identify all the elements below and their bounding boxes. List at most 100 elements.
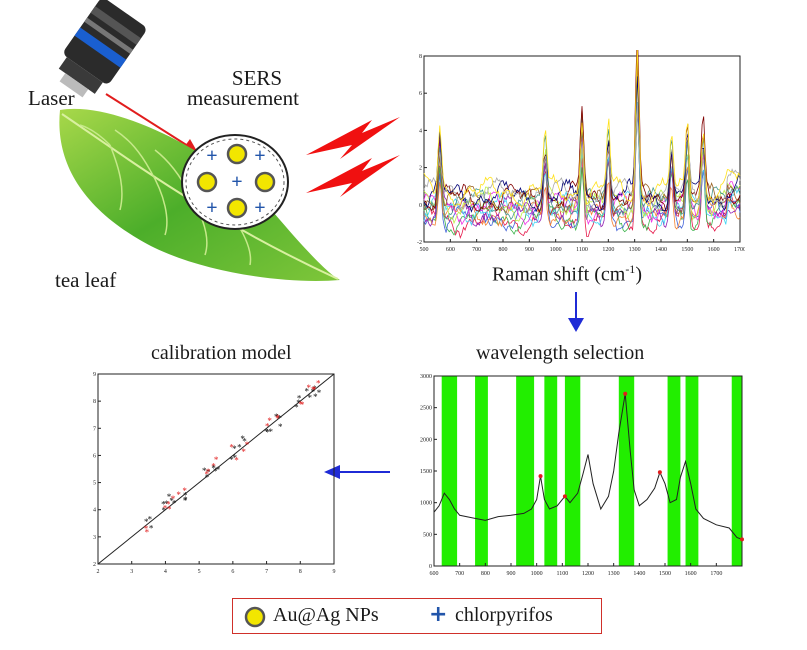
laser-objective-illustration xyxy=(58,0,146,98)
spectrum-series xyxy=(423,50,741,208)
y-tick-label: 2000 xyxy=(420,437,432,443)
y-tick-label: 9 xyxy=(93,372,96,378)
x-tick-label: 1400 xyxy=(655,247,667,253)
y-tick-label: 2500 xyxy=(420,406,432,412)
calibration-point: * xyxy=(144,524,149,534)
x-tick-label: 3 xyxy=(130,569,133,575)
calibration-point: * xyxy=(145,527,150,537)
y-tick-label: 3 xyxy=(93,535,96,541)
calibration-point: * xyxy=(206,467,211,477)
calibration-point: * xyxy=(205,473,210,483)
selected-band xyxy=(475,376,488,566)
y-tick-label: 6 xyxy=(419,91,422,97)
y-tick-label: 3000 xyxy=(420,374,432,380)
calibration-point: * xyxy=(307,383,312,393)
x-tick-label: 4 xyxy=(164,569,167,575)
wavelength-selection-chart: 600 700 800 900 1000 1100 1200 1300 1400 1500 1600… xyxy=(420,374,744,577)
calibration-point: * xyxy=(167,492,172,502)
y-tick-label: 7 xyxy=(93,426,96,432)
selected-band xyxy=(618,376,635,566)
nanoparticle-legend-icon xyxy=(244,606,266,628)
calibration-point: * xyxy=(278,422,283,432)
calibration-point: * xyxy=(183,490,188,500)
y-tick-label: 4 xyxy=(419,128,422,134)
calibration-point: * xyxy=(172,499,177,509)
calibration-point: * xyxy=(211,463,216,473)
y-tick-label: -2 xyxy=(417,240,422,246)
calibration-point: * xyxy=(232,444,237,454)
selected-band xyxy=(441,376,458,566)
y-tick-label: 0 xyxy=(419,203,422,209)
calibration-point: * xyxy=(232,453,237,463)
calibration-point: * xyxy=(216,465,221,475)
calibration-point: * xyxy=(277,413,282,423)
selected-point xyxy=(740,537,744,542)
calibration-point: * xyxy=(206,467,211,477)
tea-leaf-label: tea leaf xyxy=(55,268,117,292)
x-tick-label: 1200 xyxy=(602,247,614,253)
chlorpyrifos-legend-icon: + xyxy=(429,602,448,627)
calibration-point: * xyxy=(311,385,316,395)
y-tick-label: 8 xyxy=(93,399,96,405)
calibration-point: * xyxy=(183,495,188,505)
x-tick-label: 900 xyxy=(525,247,534,253)
calibration-point: * xyxy=(144,517,149,527)
calibration-title: calibration model xyxy=(151,342,292,364)
calibration-point: * xyxy=(298,400,303,410)
calibration-point: * xyxy=(149,524,154,534)
sers-substrate-circle: + + + + + xyxy=(181,134,289,230)
x-tick-label: 1300 xyxy=(629,247,641,253)
x-tick-label: 1600 xyxy=(708,247,720,253)
selected-band xyxy=(731,376,742,566)
raman-x-axis-label: Raman shift (cm-1) xyxy=(492,262,642,286)
x-tick-label: 700 xyxy=(455,571,464,577)
calibration-point: * xyxy=(275,414,280,424)
raman-spectra-chart: 500 600 700 800 900 1000 1100 1200 1300 1400 1500 1… xyxy=(417,50,745,253)
calibration-point: * xyxy=(275,413,280,423)
calibration-point: * xyxy=(161,500,166,510)
spectrum-series xyxy=(423,102,741,228)
x-tick-label: 5 xyxy=(198,569,201,575)
calibration-point: * xyxy=(182,486,187,496)
svg-text:+: + xyxy=(254,197,265,219)
x-tick-label: 9 xyxy=(333,569,336,575)
calibration-point: * xyxy=(242,437,247,447)
x-tick-label: 500 xyxy=(420,247,429,253)
calibration-point: * xyxy=(297,394,302,404)
chlorpyrifos-molecules: + + + + + xyxy=(206,145,265,219)
calibration-point: * xyxy=(161,505,166,515)
sers-signal-bolts xyxy=(306,117,400,197)
x-tick-label: 6 xyxy=(231,569,234,575)
calibration-point: * xyxy=(229,442,234,452)
selected-band xyxy=(564,376,581,566)
y-tick-label: 1000 xyxy=(420,501,432,507)
x-tick-label: 1200 xyxy=(582,571,594,577)
y-tick-label: 500 xyxy=(423,532,432,538)
x-tick-label: 1100 xyxy=(576,247,588,253)
x-tick-label: 800 xyxy=(499,247,508,253)
calibration-point: * xyxy=(148,514,153,524)
selected-band xyxy=(544,376,558,566)
x-tick-label: 900 xyxy=(507,571,516,577)
calibration-point: * xyxy=(234,455,239,465)
calibration-point: * xyxy=(294,403,299,413)
x-tick-label: 1400 xyxy=(633,571,645,577)
legend-nps-label: Au@Ag NPs xyxy=(273,604,379,626)
x-tick-label: 800 xyxy=(481,571,490,577)
svg-text:+: + xyxy=(206,197,217,219)
legend-chlorpyrifos-label: chlorpyrifos xyxy=(455,604,553,626)
x-tick-label: 1700 xyxy=(710,571,722,577)
calibration-point: * xyxy=(296,398,301,408)
y-tick-label: 2 xyxy=(419,166,422,172)
calibration-point: * xyxy=(267,416,272,426)
x-tick-label: 7 xyxy=(265,569,268,575)
calibration-point: * xyxy=(313,392,318,402)
calibration-point: * xyxy=(264,427,269,437)
x-tick-label: 1600 xyxy=(685,571,697,577)
calibration-point: * xyxy=(265,427,270,437)
y-tick-label: 6 xyxy=(93,453,96,459)
selected-point xyxy=(623,391,628,396)
y-tick-label: 1500 xyxy=(420,469,432,475)
x-tick-label: 2 xyxy=(97,569,100,575)
